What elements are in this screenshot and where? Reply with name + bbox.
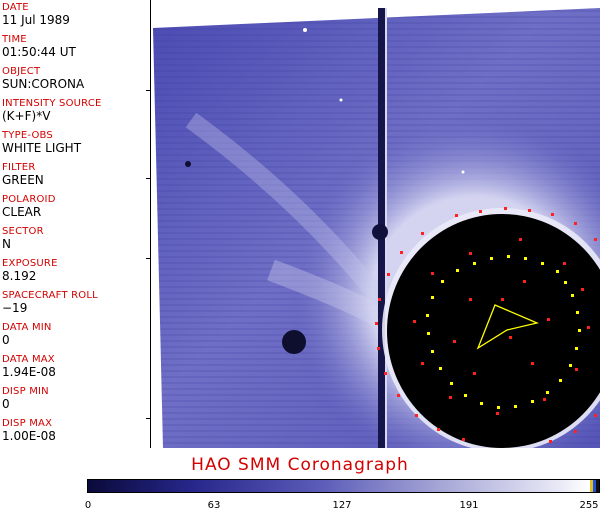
meta-intensity-source: INTENSITY SOURCE (K+F)*V xyxy=(2,98,102,123)
meta-disp-min: DISP MIN 0 xyxy=(2,386,49,411)
meta-disp-max-value: 1.00E-08 xyxy=(2,429,56,443)
colorbar-tick-label: 191 xyxy=(459,500,479,511)
inner-marker-ring xyxy=(426,255,581,409)
colorbar-tick-label: 63 xyxy=(207,500,221,511)
meta-exposure-value: 8.192 xyxy=(2,269,37,283)
meta-object-value: SUN:CORONA xyxy=(2,77,85,91)
meta-disp-max-label: DISP MAX xyxy=(2,418,53,429)
meta-intensity-source-value: (K+F)*V xyxy=(2,109,51,123)
meta-type-obs: TYPE-OBS WHITE LIGHT xyxy=(2,130,81,155)
meta-data-min-label: DATA MIN xyxy=(2,322,52,333)
meta-date-label: DATE xyxy=(2,2,29,13)
outer-marker-ring xyxy=(375,207,597,443)
colorbar-cap xyxy=(590,480,593,492)
meta-data-min-value: 0 xyxy=(2,333,10,347)
coronal-streamer xyxy=(267,259,392,330)
meta-polaroid-label: POLAROID xyxy=(2,194,56,205)
meta-disp-max: DISP MAX 1.00E-08 xyxy=(2,418,56,443)
colorbar-cap xyxy=(593,480,596,492)
meta-spacecraft-roll-value: −19 xyxy=(2,301,28,315)
colorbar-tick-label: 255 xyxy=(579,500,599,511)
meta-sector-label: SECTOR xyxy=(2,226,44,237)
meta-time: TIME 01:50:44 UT xyxy=(2,34,76,59)
coronagraph-image xyxy=(151,0,600,448)
meta-object: OBJECT SUN:CORONA xyxy=(2,66,84,91)
meta-time-label: TIME xyxy=(2,34,27,45)
meta-filter: FILTER GREEN xyxy=(2,162,44,187)
meta-type-obs-value: WHITE LIGHT xyxy=(2,141,82,155)
meta-polaroid: POLAROID CLEAR xyxy=(2,194,56,219)
meta-date: DATE 11 Jul 1989 xyxy=(2,2,70,27)
meta-sector-value: N xyxy=(2,237,11,251)
dark-spot xyxy=(282,330,306,354)
colorbar-cap xyxy=(596,480,599,492)
selection-polygon[interactable] xyxy=(476,304,540,350)
pylon-blob xyxy=(372,224,388,240)
axis-tick xyxy=(146,258,151,259)
meta-exposure: EXPOSURE 8.192 xyxy=(2,258,58,283)
meta-filter-label: FILTER xyxy=(2,162,36,173)
meta-intensity-source-label: INTENSITY SOURCE xyxy=(2,98,102,109)
meta-disp-min-label: DISP MIN xyxy=(2,386,49,397)
dark-spot xyxy=(185,161,191,167)
meta-object-label: OBJECT xyxy=(2,66,41,77)
meta-date-value: 11 Jul 1989 xyxy=(2,13,70,27)
meta-sector: SECTOR N xyxy=(2,226,44,251)
bright-spot xyxy=(339,98,343,102)
meta-polaroid-value: CLEAR xyxy=(2,205,42,219)
meta-time-value: 01:50:44 UT xyxy=(2,45,76,59)
colorbar-tick-label: 127 xyxy=(332,500,352,511)
axis-tick xyxy=(146,418,151,419)
meta-spacecraft-roll: SPACECRAFT ROLL −19 xyxy=(2,290,98,315)
axis-tick xyxy=(146,178,151,179)
meta-data-max-value: 1.94E-08 xyxy=(2,365,56,379)
coronal-streamer xyxy=(185,112,389,306)
meta-disp-min-value: 0 xyxy=(2,397,10,411)
meta-spacecraft-roll-label: SPACECRAFT ROLL xyxy=(2,290,98,301)
bright-spot xyxy=(303,28,307,32)
axis-tick xyxy=(146,90,151,91)
coronagraph-title: HAO SMM Coronagraph xyxy=(191,455,409,475)
meta-data-min: DATA MIN 0 xyxy=(2,322,52,347)
meta-filter-value: GREEN xyxy=(2,173,44,187)
colorbar-tick-label: 0 xyxy=(84,500,92,511)
colorbar xyxy=(87,479,600,493)
meta-type-obs-label: TYPE-OBS xyxy=(2,130,53,141)
meta-exposure-label: EXPOSURE xyxy=(2,258,58,269)
occulter-disk xyxy=(387,214,600,448)
bright-spot xyxy=(461,170,465,174)
meta-data-max-label: DATA MAX xyxy=(2,354,55,365)
meta-data-max: DATA MAX 1.94E-08 xyxy=(2,354,56,379)
coronagraph-svg xyxy=(151,0,600,448)
metadata-panel: DATE 11 Jul 1989 TIME 01:50:44 UT OBJECT… xyxy=(0,0,151,448)
